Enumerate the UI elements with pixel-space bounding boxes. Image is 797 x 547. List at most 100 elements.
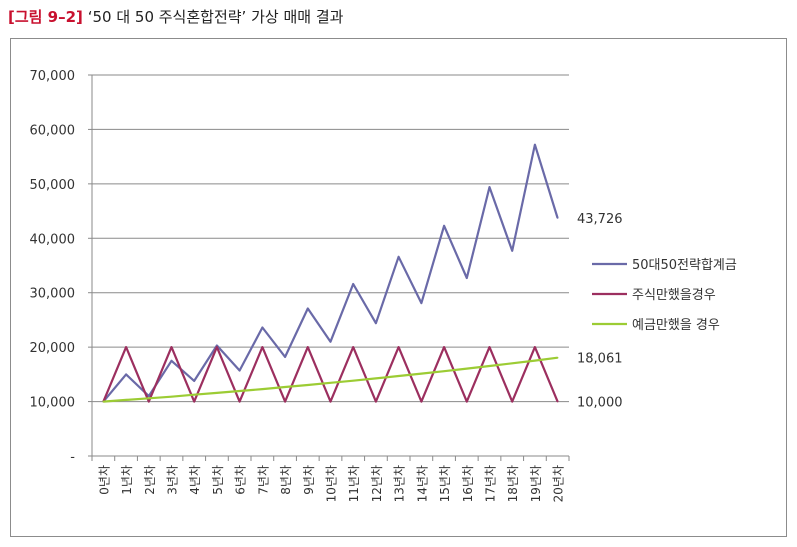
x-tick-label: 3년차 [166, 465, 180, 495]
data-point [193, 400, 196, 403]
data-point [125, 346, 127, 348]
data-point [216, 346, 218, 348]
data-point [261, 388, 264, 390]
data-point [329, 400, 332, 403]
data-point [511, 362, 514, 365]
data-point [102, 400, 105, 403]
data-point [216, 392, 218, 394]
data-point [556, 217, 559, 219]
series-line-2 [102, 346, 559, 403]
data-point [375, 377, 377, 380]
series-line-3 [103, 356, 558, 403]
data-point [375, 400, 377, 403]
data-point [534, 359, 536, 362]
y-tick-label: 60,000 [30, 123, 76, 138]
data-point [443, 224, 445, 227]
data-point [125, 373, 127, 376]
data-point [238, 400, 241, 403]
data-point [352, 283, 355, 285]
end-value-label: 18,061 [577, 352, 623, 367]
x-tick-label: 5년차 [211, 465, 225, 495]
end-value-label: 43,726 [577, 212, 623, 227]
series-line-1 [102, 143, 559, 403]
x-tick-label: 14년차 [415, 465, 429, 502]
x-tick-label: 1년차 [120, 465, 134, 495]
x-tick-label: 18년차 [506, 465, 520, 502]
data-point [397, 375, 400, 377]
y-tick-label: 50,000 [30, 178, 76, 193]
x-tick-label: 20년차 [552, 465, 566, 502]
data-point [534, 346, 536, 348]
data-point [306, 346, 309, 348]
data-point [443, 370, 445, 373]
x-tick-label: 2년차 [143, 465, 157, 495]
chart-frame [10, 38, 787, 537]
data-point [397, 346, 400, 348]
y-tick-label: 10,000 [30, 396, 76, 411]
data-point [534, 143, 536, 146]
data-point [352, 379, 355, 382]
data-point [193, 380, 196, 382]
y-tick-label: 30,000 [30, 287, 76, 302]
x-tick-label: 19년차 [529, 465, 543, 502]
y-tick-label: 40,000 [30, 232, 76, 247]
data-point [284, 356, 286, 358]
data-point [284, 400, 286, 403]
data-point [170, 359, 173, 362]
x-tick-label: 16년차 [461, 465, 475, 502]
data-point [216, 344, 218, 347]
data-point [420, 302, 423, 304]
x-tick-label: 10년차 [325, 465, 339, 502]
legend-label: 주식만했을경우 [632, 287, 716, 303]
data-point [465, 400, 468, 403]
end-value-label: 10,000 [577, 396, 623, 411]
legend-label: 예금만했을 경우 [632, 317, 720, 333]
x-tick-label: 7년차 [256, 465, 270, 495]
y-tick-label: 20,000 [30, 341, 76, 356]
data-point [488, 186, 491, 188]
data-point [329, 340, 332, 343]
data-point [284, 386, 286, 388]
data-point [261, 346, 264, 348]
y-tick-label: 70,000 [30, 69, 76, 84]
data-point [511, 250, 514, 252]
data-point [147, 400, 150, 403]
data-point [147, 397, 150, 400]
x-tick-label: 15년차 [438, 465, 452, 502]
data-point [238, 369, 241, 372]
x-tick-label: 11년차 [347, 465, 361, 502]
figure-caption: [그림 9–2] ‘50 대 50 주식혼합전략’ 가상 매매 결과 [8, 6, 343, 27]
data-point [193, 393, 196, 396]
figure-title: ‘50 대 50 주식혼합전략’ 가상 매매 결과 [87, 8, 344, 26]
data-point [306, 384, 309, 386]
data-point [306, 307, 309, 310]
data-point [125, 399, 127, 401]
data-point [465, 277, 468, 279]
data-point [147, 395, 150, 397]
data-point [488, 346, 491, 348]
x-tick-label: 6년차 [234, 465, 248, 495]
data-point [511, 400, 514, 403]
data-point [420, 372, 423, 375]
data-point [352, 346, 355, 348]
x-tick-label: 17년차 [484, 465, 498, 502]
data-point [556, 356, 559, 359]
data-point [397, 255, 400, 258]
data-point [465, 367, 468, 370]
data-point [170, 395, 173, 398]
data-point [375, 322, 377, 324]
data-point [170, 346, 173, 348]
legend-label: 50대50전략합계금 [632, 258, 737, 273]
x-tick-label: 13년차 [393, 465, 407, 502]
data-point [443, 346, 445, 348]
x-tick-label: 12년차 [370, 465, 384, 502]
data-point [261, 326, 264, 329]
x-tick-label: 9년차 [302, 465, 316, 495]
data-point [420, 400, 423, 403]
data-point [488, 365, 491, 367]
data-point [556, 400, 559, 403]
x-tick-label: 4년차 [188, 465, 202, 495]
data-point [329, 382, 332, 384]
figure-tag: [그림 9–2] [8, 8, 83, 26]
